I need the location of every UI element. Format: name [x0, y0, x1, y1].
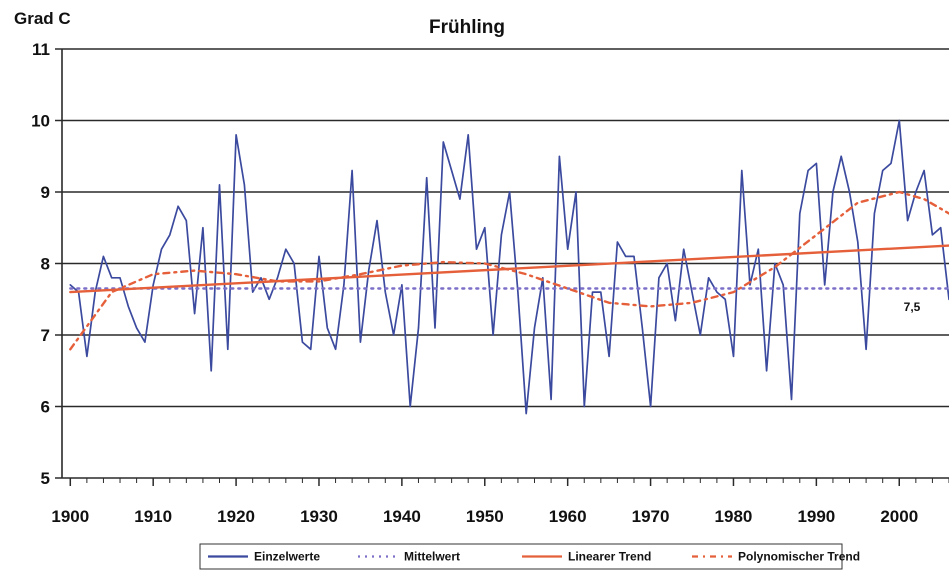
legend-label-polynomischer-trend: Polynomischer Trend [738, 550, 860, 564]
y-tick-label-9: 9 [41, 183, 50, 202]
x-tick-label-1940: 1940 [383, 507, 421, 526]
legend-label-einzelwerte: Einzelwerte [254, 550, 320, 564]
x-tick-label-1920: 1920 [217, 507, 255, 526]
x-tick-label-1980: 1980 [715, 507, 753, 526]
series-line-linearer-trend [69, 244, 949, 294]
x-tick-label-2000: 2000 [880, 507, 918, 526]
legend-label-mittelwert: Mittelwert [404, 550, 460, 564]
x-tick-label-1930: 1930 [300, 507, 338, 526]
series-line-polynomischer-trend [69, 190, 949, 351]
labels: Frühling Grad C 7,5 [14, 9, 921, 314]
y-tick-label-8: 8 [41, 255, 50, 274]
x-tick-label-1990: 1990 [797, 507, 835, 526]
y-tick-label-5: 5 [41, 469, 50, 488]
x-tick-label-1900: 1900 [51, 507, 89, 526]
chart-title: Frühling [429, 17, 505, 38]
y-tick-label-7: 7 [41, 326, 50, 345]
grid-lines [62, 48, 949, 408]
x-tick-label-1970: 1970 [632, 507, 670, 526]
legend-label-linearer-trend: Linearer Trend [568, 550, 651, 564]
annotation-mean-value: 7,5 [904, 300, 921, 314]
legend: Einzelwerte Mittelwert Linearer Trend Polyn… [199, 543, 860, 570]
y-tick-label-6: 6 [41, 398, 50, 417]
axes: 5 6 7 8 9 10 11 1900 1910 1920 1930 1940 1950 1960 197… [31, 40, 949, 526]
y-axis-label: Grad C [14, 9, 71, 28]
legend-box [199, 543, 843, 570]
x-tick-label-1910: 1910 [134, 507, 172, 526]
x-tick-label-1950: 1950 [466, 507, 504, 526]
x-tick-label-1960: 1960 [549, 507, 587, 526]
y-tick-label-11: 11 [32, 40, 50, 59]
series-line-einzelwerte [69, 119, 949, 415]
series-lines [69, 119, 949, 415]
y-tick-label-10: 10 [31, 112, 50, 131]
